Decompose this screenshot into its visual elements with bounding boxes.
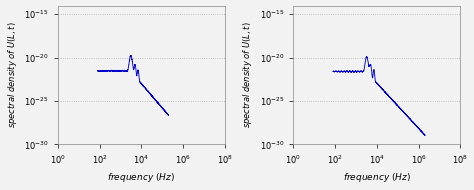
X-axis label: frequency $(Hz)$: frequency $(Hz)$ [343,171,411,184]
Y-axis label: spectral density of $U(L,t)$: spectral density of $U(L,t)$ [6,22,18,128]
X-axis label: frequency $(Hz)$: frequency $(Hz)$ [107,171,175,184]
Y-axis label: spectral density of $U(L,t)$: spectral density of $U(L,t)$ [241,22,254,128]
